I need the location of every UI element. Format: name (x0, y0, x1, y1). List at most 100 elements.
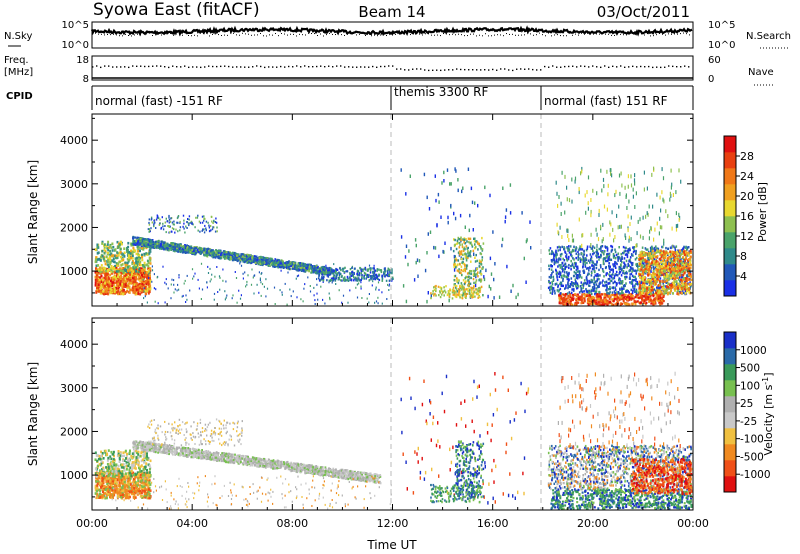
heatmap-cell (383, 271, 385, 274)
heatmap-cell (178, 243, 180, 247)
heatmap-cell (275, 262, 278, 265)
heatmap-cell (106, 283, 109, 286)
heatmap-cell (452, 293, 455, 296)
heatmap-cell (443, 294, 445, 297)
heatmap-cell (173, 291, 175, 294)
freq-trace-dot (232, 66, 234, 68)
heatmap-cell (209, 225, 212, 227)
heatmap-cell (99, 276, 102, 279)
heatmap-cell (461, 243, 463, 246)
search-trace-dot (533, 34, 534, 36)
heatmap-cell (218, 275, 221, 278)
heatmap-cell (342, 267, 345, 270)
heatmap-cell (131, 260, 134, 263)
heatmap-cell (147, 238, 150, 241)
heatmap-cell (461, 285, 464, 288)
heatmap-cell (454, 284, 457, 287)
heatmap-cell (451, 297, 454, 300)
search-trace-dot (281, 32, 282, 34)
heatmap-cell (108, 253, 111, 257)
heatmap-cell (368, 293, 370, 295)
heatmap-cell (95, 256, 98, 259)
heatmap-cell (96, 243, 99, 247)
freq-trace-dot (104, 65, 106, 67)
heatmap-cell (167, 287, 169, 290)
heatmap-cell (133, 241, 136, 244)
search-trace-dot (440, 35, 441, 37)
heatmap-cell (171, 230, 173, 233)
search-trace-dot (359, 33, 360, 35)
heatmap-cell (373, 273, 375, 276)
heatmap-cell (260, 281, 262, 284)
heatmap-cell (243, 259, 246, 262)
heatmap-cell (458, 295, 461, 298)
heatmap-cell (457, 259, 460, 262)
sky-right-tick-top: 10^5 (708, 20, 735, 31)
heatmap-cell (130, 250, 132, 253)
heatmap-cell (456, 239, 459, 242)
heatmap-cell (139, 249, 141, 253)
heatmap-cell (271, 257, 273, 260)
heatmap-cell (374, 278, 377, 281)
heatmap-cell (105, 255, 108, 258)
heatmap-cell (653, 301, 656, 304)
heatmap-cell (349, 268, 352, 271)
heatmap-cell (652, 293, 655, 296)
heatmap-cell (383, 274, 385, 277)
heatmap-cell (641, 260, 644, 264)
heatmap-cell (570, 299, 573, 302)
heatmap-cell (322, 281, 324, 283)
heatmap-cell (182, 248, 184, 251)
heatmap-cell (131, 242, 133, 246)
heatmap-cell (190, 245, 193, 248)
heatmap-cell (137, 240, 140, 243)
heatmap-cell (440, 287, 443, 290)
heatmap-cell (464, 248, 466, 251)
heatmap-cell (146, 245, 149, 249)
heatmap-cell (173, 223, 175, 226)
heatmap-cell (458, 268, 460, 271)
heatmap-cell (165, 244, 168, 247)
freq-trace-dot (472, 69, 474, 71)
freq-trace-dot (688, 66, 690, 68)
heatmap-cell (434, 174, 436, 178)
heatmap-cell (148, 239, 151, 242)
heatmap-cell (468, 290, 471, 293)
heatmap-cell (204, 247, 207, 250)
heatmap-cell (358, 274, 361, 277)
heatmap-cell (468, 276, 471, 279)
heatmap-cell (329, 296, 331, 299)
heatmap-cell (571, 264, 573, 267)
search-trace-dot (104, 34, 105, 36)
heatmap-cell (478, 262, 481, 265)
freq-trace-dot (92, 66, 94, 68)
freq-trace-dot (448, 69, 450, 71)
heatmap-cell (316, 266, 319, 269)
heatmap-cell (118, 280, 121, 284)
heatmap-cell (561, 293, 563, 296)
heatmap-cell (579, 270, 581, 273)
heatmap-cell (567, 281, 569, 284)
heatmap-cell (375, 286, 377, 289)
heatmap-cell (165, 278, 167, 281)
heatmap-cell (455, 258, 458, 262)
heatmap-cell (120, 264, 123, 267)
heatmap-cell (117, 252, 120, 255)
heatmap-cell (474, 237, 476, 240)
heatmap-cell (603, 292, 606, 296)
heatmap-cell (206, 286, 208, 289)
heatmap-cell (567, 295, 570, 298)
heatmap-cell (121, 285, 124, 288)
heatmap-cell (132, 285, 135, 289)
heatmap-cell (405, 299, 408, 304)
heatmap-cell (618, 298, 621, 301)
heatmap-cell (391, 270, 393, 273)
heatmap-cell (146, 289, 149, 293)
heatmap-cell (580, 299, 583, 302)
heatmap-cell (575, 303, 578, 306)
search-trace-dot (92, 33, 93, 35)
heatmap-cell (669, 261, 672, 265)
heatmap-cell (146, 243, 149, 246)
heatmap-cell (104, 283, 107, 286)
heatmap-cell (111, 259, 114, 262)
